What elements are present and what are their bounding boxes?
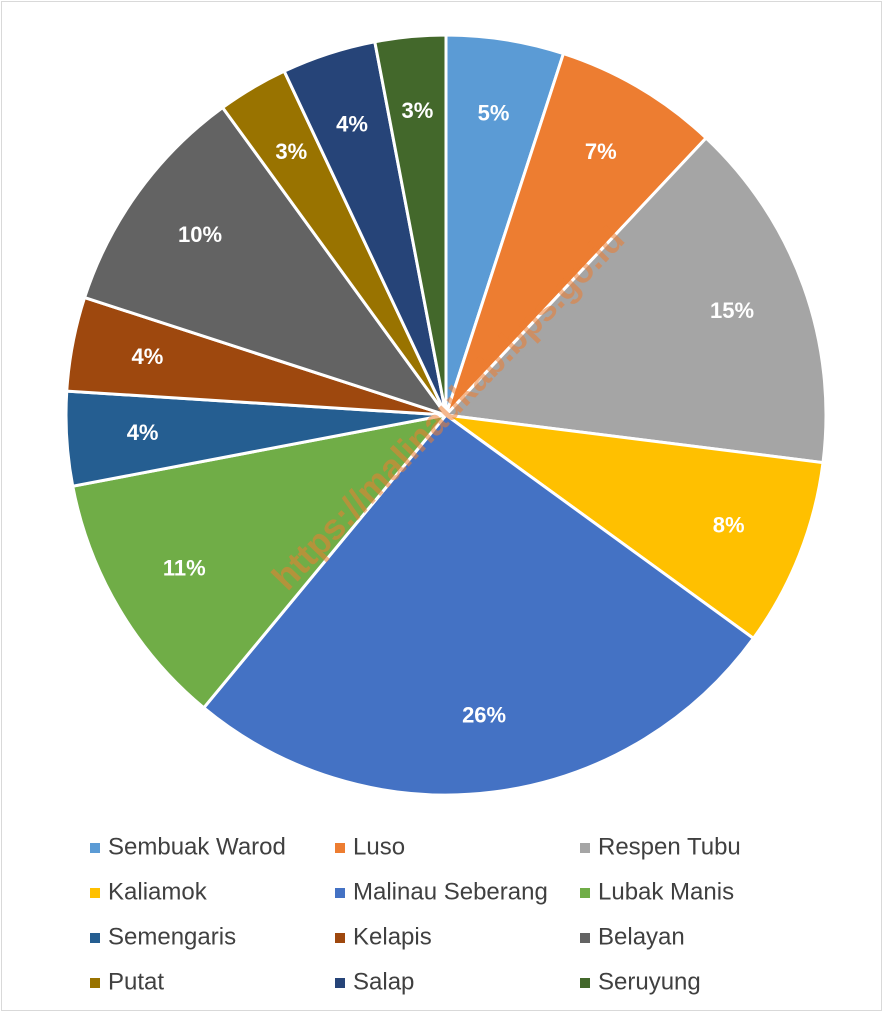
- data-label: 11%: [163, 556, 206, 581]
- pie-slice: [70, 412, 450, 710]
- legend-swatch: [335, 933, 345, 943]
- legend-swatch: [335, 888, 345, 898]
- legend-label: Respen Tubu: [598, 833, 741, 860]
- data-label: 4%: [131, 344, 163, 369]
- pie-slice: [444, 51, 709, 417]
- legend-label: Kelapis: [353, 923, 432, 950]
- legend-label: Kaliamok: [108, 878, 208, 905]
- legend-swatch: [90, 888, 100, 898]
- legend-label: Belayan: [598, 923, 685, 950]
- data-label: 26%: [462, 702, 506, 727]
- data-label: 10%: [178, 222, 222, 247]
- legend-label: Luso: [353, 833, 405, 860]
- legend-swatch: [580, 978, 590, 988]
- pie-slice: [201, 412, 756, 797]
- data-label: 8%: [713, 513, 745, 538]
- data-label: 4%: [336, 112, 368, 137]
- legend-label: Sembuak Warod: [108, 833, 286, 860]
- legend-swatch: [580, 843, 590, 853]
- legend-swatch: [90, 933, 100, 943]
- legend-label: Malinau Seberang: [353, 878, 548, 905]
- legend-swatch: [580, 933, 590, 943]
- legend-label: Putat: [108, 968, 164, 995]
- legend-label: Seruyung: [598, 968, 701, 995]
- legend-label: Salap: [353, 968, 414, 995]
- pie-slice: [442, 135, 828, 465]
- pie-slice: [373, 33, 448, 416]
- legend-swatch: [580, 888, 590, 898]
- legend-label: Lubak Manis: [598, 878, 734, 905]
- data-label: 3%: [275, 139, 307, 164]
- data-label: 5%: [478, 101, 510, 126]
- data-label: 3%: [401, 98, 433, 123]
- pie-slice: [82, 105, 450, 418]
- legend-swatch: [335, 843, 345, 853]
- legend-label: Semengaris: [108, 923, 236, 950]
- data-label: 4%: [127, 420, 159, 445]
- data-label: 15%: [710, 298, 754, 323]
- data-label: 7%: [585, 139, 617, 164]
- legend-swatch: [90, 843, 100, 853]
- pie-slice: [445, 413, 825, 641]
- legend-swatch: [90, 978, 100, 988]
- legend-swatch: [335, 978, 345, 988]
